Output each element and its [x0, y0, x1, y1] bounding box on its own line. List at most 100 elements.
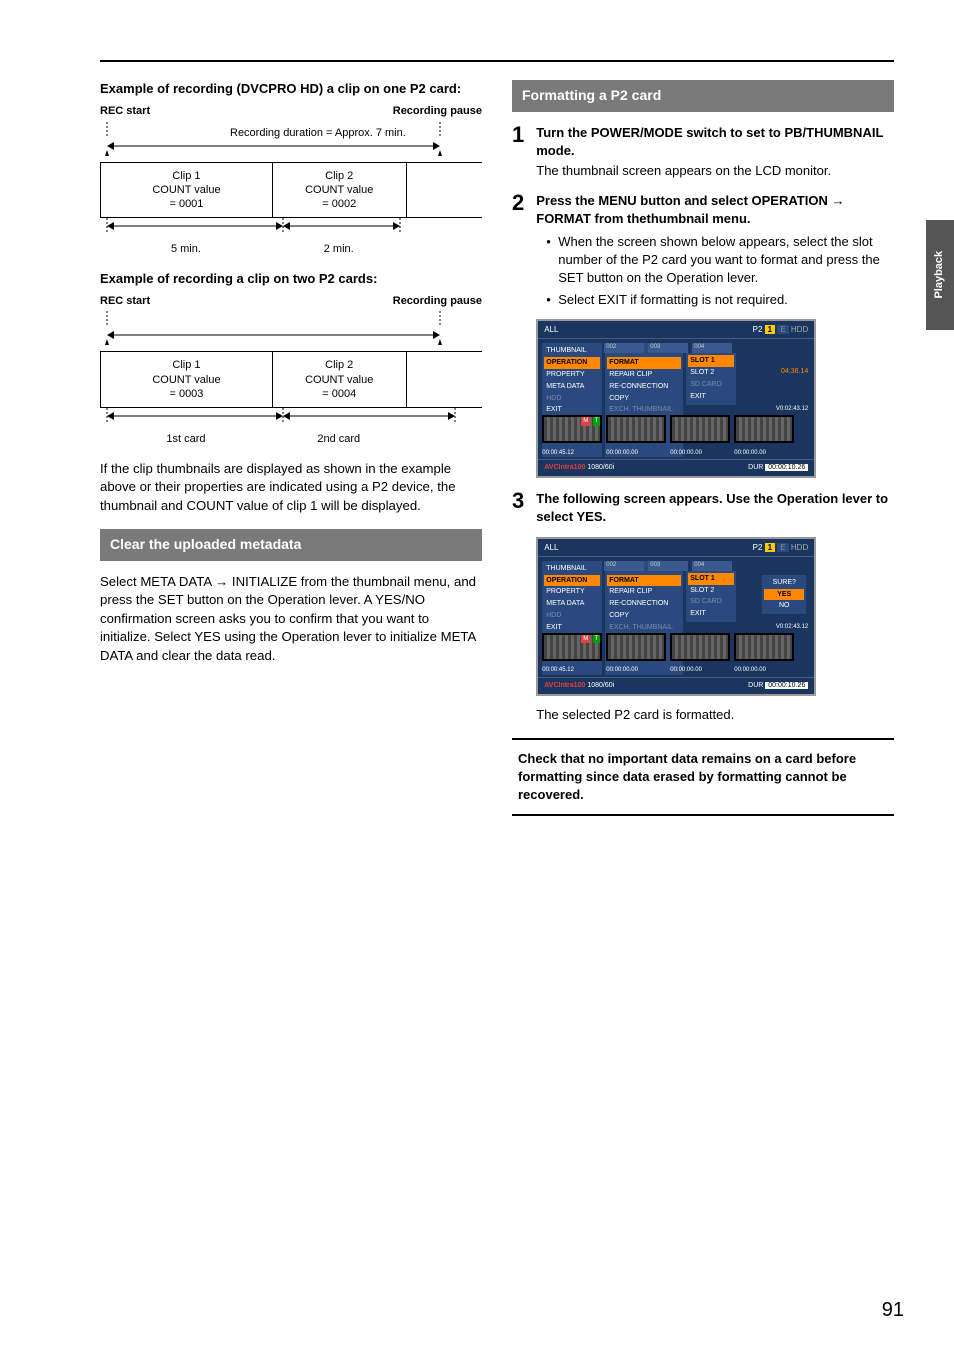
thumb-p2: P2: [753, 325, 763, 334]
opt-sdcard: SD CARD: [688, 379, 734, 391]
diagram2-bottom-arrows: [100, 408, 460, 430]
thumb2-opts: SLOT 1 SLOT 2 SD CARD EXIT: [686, 571, 736, 622]
tile2-003: 003: [648, 561, 688, 571]
prompt-yes: YES: [764, 589, 804, 601]
opt2-slot2: SLOT 2: [688, 585, 734, 597]
side-tab: Playback: [926, 220, 954, 330]
thumb2-slot1: 1: [765, 543, 775, 552]
sub-exch: EXCH. THUMBNAIL: [607, 404, 681, 416]
tc-3: 00:00:00.00: [734, 449, 794, 457]
clip1b-cv: COUNT value: [111, 373, 262, 387]
opt2-slot1: SLOT 1: [688, 573, 734, 585]
clip1b-title: Clip 1: [111, 358, 262, 372]
row2b-tile1: MT: [542, 633, 602, 661]
step-1: 1 Turn the POWER/MODE switch to set to P…: [512, 124, 894, 181]
footer-dur: DUR: [748, 464, 763, 471]
opt-exit: EXIT: [688, 391, 734, 403]
sub-copy: COPY: [607, 393, 681, 405]
footer-fmt: 1080/60i: [587, 464, 614, 471]
row2-tile4: [734, 415, 794, 443]
v0-time: V0:02:43.12: [776, 405, 808, 413]
diagram-1: REC start Recording pause Recording dura…: [100, 104, 482, 258]
side2-thumbnail: THUMBNAIL: [544, 563, 600, 575]
sub-repair: REPAIR CLIP: [607, 369, 681, 381]
row2b-tile4: [734, 633, 794, 661]
tile-003: 003: [648, 343, 688, 353]
card1-label: 1st card: [100, 432, 272, 447]
thumb-slot1: 1: [765, 325, 775, 334]
step-2-head: Press the MENU button and select OPERATI…: [536, 192, 894, 228]
time-2min: 2 min.: [272, 242, 406, 257]
tc2-2: 00:00:00.00: [670, 666, 730, 674]
top-rule: [100, 60, 894, 62]
sub-reconnect: RE-CONNECTION: [607, 381, 681, 393]
orange-time: 04:36.14: [781, 367, 808, 377]
tc2-3: 00:00:00.00: [734, 666, 794, 674]
tc2-0: 00:00:45.12: [542, 666, 602, 674]
sub2-repair: REPAIR CLIP: [607, 586, 681, 598]
prompt-no: NO: [764, 600, 804, 612]
left-column: Example of recording (DVCPRO HD) a clip …: [100, 80, 482, 816]
step-1-text: The thumbnail screen appears on the LCD …: [536, 162, 894, 180]
v0-time-2: V0:02:43.12: [776, 623, 808, 631]
tile-004: 004: [692, 343, 732, 353]
tc-0: 00:00:45.12: [542, 449, 602, 457]
side2-property: PROPERTY: [544, 586, 600, 598]
diagram-2: REC start Recording pause Clip 1 COUNT v…: [100, 294, 482, 448]
card2-label: 2nd card: [272, 432, 406, 447]
side-operation: OPERATION: [544, 357, 600, 369]
diagram1-arrows: Recording duration = Approx. 7 min.: [100, 122, 460, 156]
side2-operation: OPERATION: [544, 575, 600, 587]
rec-start-label: REC start: [100, 104, 150, 119]
diagram1-bottom-arrows: [100, 218, 460, 240]
clip2b: Clip 2 COUNT value = 0004: [272, 352, 406, 407]
clip2b-val: = 0004: [283, 387, 396, 401]
clip2a: Clip 2 COUNT value = 0002: [272, 163, 406, 218]
side-property: PROPERTY: [544, 369, 600, 381]
clip2a-val: = 0002: [283, 197, 396, 211]
side-hdd: HDD: [544, 393, 600, 405]
step-2-num: 2: [512, 192, 524, 478]
diagram2-arrows: [100, 311, 460, 345]
tc-1: 00:00:00.00: [606, 449, 666, 457]
step-3-head: The following screen appears. Use the Op…: [536, 490, 894, 526]
rec-pause-label-2: Recording pause: [393, 294, 482, 309]
thumb2-all: ALL: [544, 542, 558, 553]
step-3: 3 The following screen appears. Use the …: [512, 490, 894, 724]
warning-box: Check that no important data remains on …: [512, 738, 894, 817]
thumb-all: ALL: [544, 324, 558, 335]
step-2-bullet-2: Select EXIT if formatting is not require…: [546, 291, 894, 309]
duration-text: Recording duration = Approx. 7 min.: [230, 127, 406, 139]
step-1-num: 1: [512, 124, 524, 181]
rec-pause-label: Recording pause: [393, 104, 482, 119]
step-1-head: Turn the POWER/MODE switch to set to PB/…: [536, 124, 894, 160]
step-3-text: The selected P2 card is formatted.: [536, 706, 894, 724]
page-number: 91: [882, 1296, 904, 1324]
clip1a-title: Clip 1: [111, 169, 262, 183]
side-metadata: META DATA: [544, 381, 600, 393]
clip1b: Clip 1 COUNT value = 0003: [100, 352, 272, 407]
sub2-reconnect: RE-CONNECTION: [607, 598, 681, 610]
side-thumbnail: THUMBNAIL: [544, 345, 600, 357]
left-para1: If the clip thumbnails are displayed as …: [100, 460, 482, 515]
opt-slot2: SLOT 2: [688, 367, 734, 379]
clip2a-title: Clip 2: [283, 169, 396, 183]
thumb-menu-1: ALL P2 1 E HDD 002 003: [536, 319, 816, 478]
sub2-exch: EXCH. THUMBNAIL: [607, 622, 681, 634]
footer-durval: 00:00:10.26: [765, 464, 808, 471]
opt-slot1: SLOT 1: [688, 355, 734, 367]
left-para2: Select META DATA → INITIALIZE from the t…: [100, 573, 482, 665]
clip2a-cv: COUNT value: [283, 183, 396, 197]
clip2b-cv: COUNT value: [283, 373, 396, 387]
sub2-format: FORMAT: [607, 575, 681, 587]
step-3-num: 3: [512, 490, 524, 724]
footer2-avc: AVCIntra100: [544, 682, 585, 689]
row2-tile3: [670, 415, 730, 443]
footer-avc: AVCIntra100: [544, 464, 585, 471]
time-5min: 5 min.: [100, 242, 272, 257]
opt2-exit: EXIT: [688, 608, 734, 620]
side-tab-label: Playback: [932, 251, 947, 299]
side2-exit: EXIT: [544, 622, 600, 634]
row2-tile1: MT: [542, 415, 602, 443]
row2b-tile2: [606, 633, 666, 661]
